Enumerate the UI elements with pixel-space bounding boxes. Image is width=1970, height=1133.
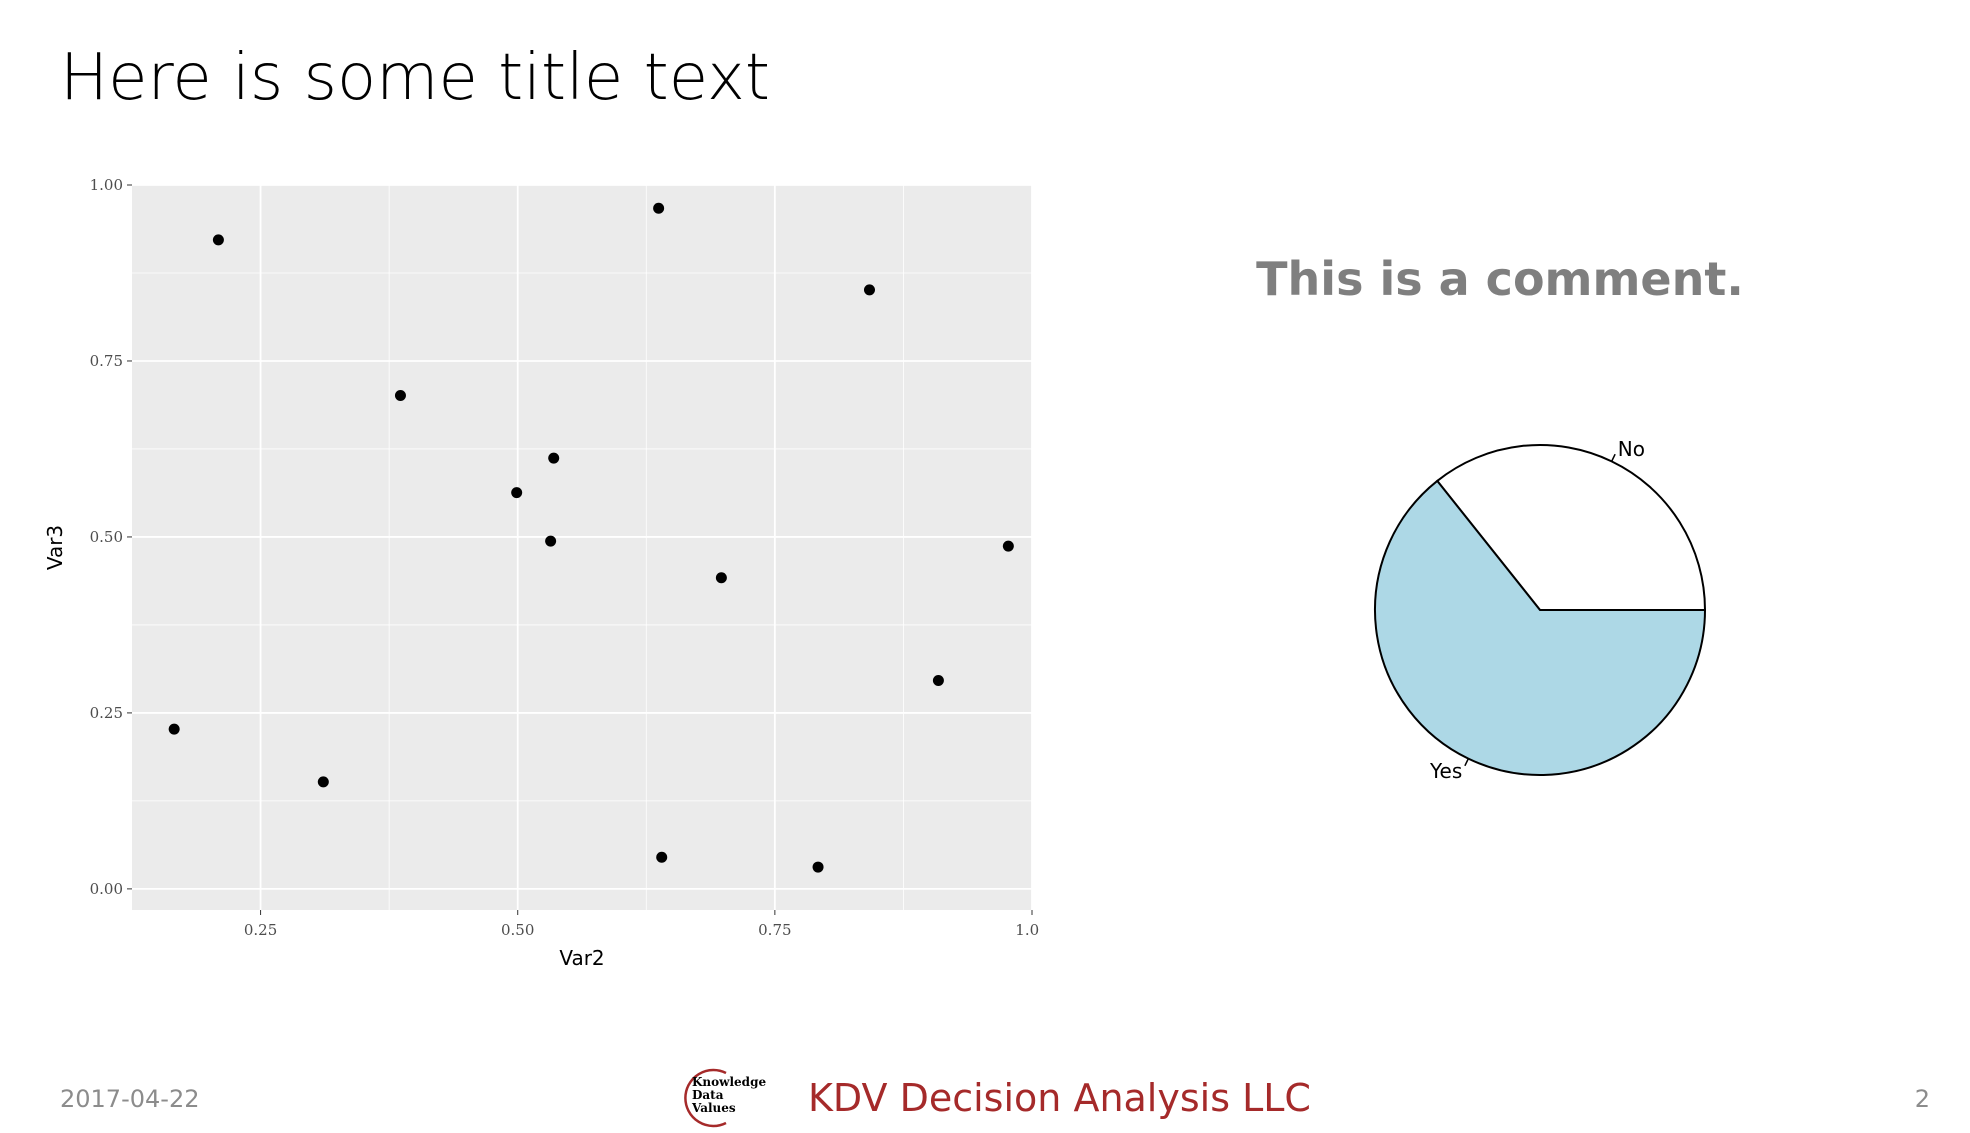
- x-tick-label: 0.50: [501, 921, 534, 939]
- y-tick-label: 1.00: [90, 176, 123, 194]
- logo-text-values: Values: [692, 1101, 736, 1115]
- y-tick-label: 0.75: [90, 352, 123, 370]
- page-number: 2: [1914, 1085, 1930, 1113]
- scatter-point: [1002, 540, 1014, 552]
- scatter-point: [653, 202, 665, 214]
- comment-text: This is a comment.: [1256, 252, 1744, 306]
- scatter-point: [863, 284, 875, 296]
- scatter-point: [394, 389, 406, 401]
- x-tick-label: 0.25: [244, 921, 277, 939]
- scatter-point: [812, 861, 824, 873]
- y-tick-label: 0.50: [90, 528, 123, 546]
- y-tick-label: 0.25: [90, 704, 123, 722]
- scatter-chart: 0.25 0.50 0.75 1.00 0.00 0.25 0.50 0.75 1.00 Var2…: [43, 176, 1040, 970]
- y-axis-title: Var3: [43, 525, 67, 570]
- scatter-point: [212, 234, 224, 246]
- pie-label-line-no: [1610, 453, 1616, 462]
- scatter-point: [548, 452, 560, 464]
- pie-slice-no: [1435, 444, 1707, 611]
- footer-date: 2017-04-22: [60, 1085, 200, 1113]
- scatter-point: [168, 723, 180, 735]
- pie-label-yes: Yes: [1429, 759, 1462, 783]
- company-logo: Knowledge Data Values: [672, 1066, 802, 1130]
- logo-circle-icon: [684, 1068, 727, 1128]
- scatter-point: [656, 851, 668, 863]
- logo-text-knowledge: Knowledge: [692, 1075, 767, 1089]
- x-tick-label: 0.75: [758, 921, 791, 939]
- pie-slice-yes: [1374, 479, 1707, 776]
- scatter-point: [511, 487, 523, 499]
- x-axis-title: Var2: [559, 946, 604, 970]
- company-name: KDV Decision Analysis LLC: [808, 1076, 1311, 1120]
- scatter-point: [545, 535, 557, 547]
- plot-panel: [132, 185, 1032, 910]
- pie-label-no: No: [1618, 437, 1645, 461]
- scatter-point: [317, 776, 329, 788]
- scatter-point: [715, 572, 727, 584]
- footer-brand: Knowledge Data Values KDV Decision Analy…: [672, 1066, 1311, 1130]
- pie-chart: No Yes: [1374, 437, 1707, 783]
- x-tick-label: 1.00: [1015, 921, 1040, 939]
- pie-label-line-yes: [1464, 758, 1470, 767]
- y-tick-label: 0.00: [90, 880, 123, 898]
- logo-text-data: Data: [692, 1088, 724, 1102]
- slide-title: Here is some title text: [60, 41, 770, 115]
- scatter-point: [932, 675, 944, 687]
